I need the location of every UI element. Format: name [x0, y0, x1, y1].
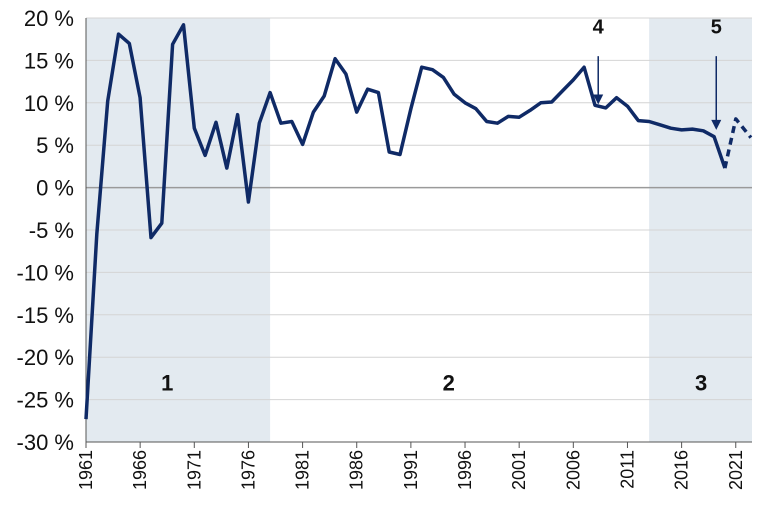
y-tick-label: -20 %: [17, 345, 74, 370]
annotation-label-5: 5: [711, 16, 722, 38]
y-tick-label: 0 %: [36, 176, 74, 201]
y-tick-label: 15 %: [24, 48, 74, 73]
region-label-1: 1: [161, 371, 173, 396]
x-tick-label: 1986: [347, 450, 367, 490]
y-tick-label: -10 %: [17, 260, 74, 285]
y-tick-label: -15 %: [17, 303, 74, 328]
y-tick-label: 5 %: [36, 133, 74, 158]
forecast-line: [723, 117, 753, 169]
x-tick-label: 2011: [617, 450, 637, 489]
region-label-3: 3: [695, 371, 707, 396]
x-tick-label: 1991: [401, 450, 421, 490]
x-tick-label: 1961: [76, 450, 96, 490]
annotation-label-4: 4: [593, 16, 605, 38]
data-line: [84, 23, 727, 420]
x-tick-label: 2021: [726, 450, 746, 490]
y-tick-label: -5 %: [29, 218, 74, 243]
x-tick-label: 2006: [563, 450, 583, 490]
y-tick-label: 20 %: [24, 6, 74, 31]
x-tick-label: 1966: [130, 450, 150, 490]
y-tick-label: 10 %: [24, 91, 74, 116]
y-tick-label: -30 %: [17, 430, 74, 455]
annotation-arrowhead-5: [711, 119, 722, 130]
x-tick-label: 1996: [455, 450, 475, 490]
x-tick-label: 1976: [238, 450, 258, 490]
y-tick-label: -25 %: [17, 388, 74, 413]
region-label-2: 2: [443, 371, 455, 396]
annotation-arrowhead-4: [593, 94, 604, 105]
x-tick-label: 1981: [293, 450, 313, 490]
x-tick-label: 1971: [184, 450, 204, 490]
x-tick-label: 2016: [672, 450, 692, 490]
x-tick-label: 2001: [509, 450, 529, 490]
